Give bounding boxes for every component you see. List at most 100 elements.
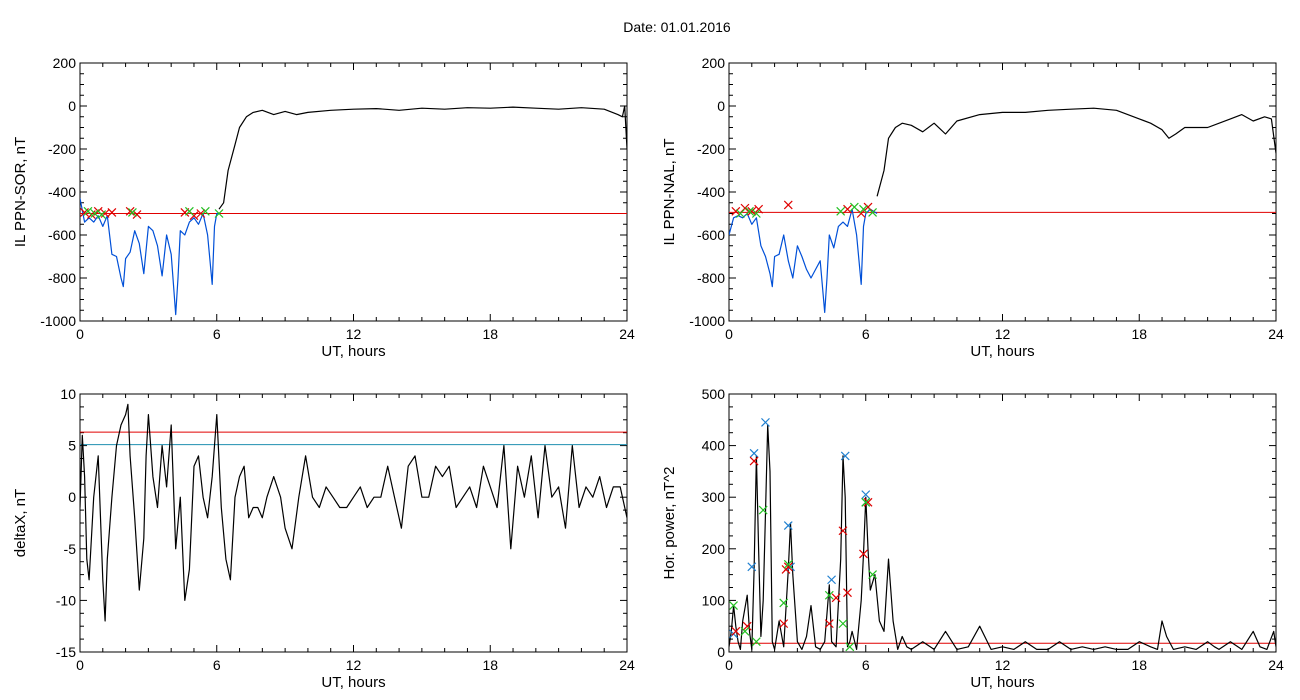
x-tick-label: 6	[862, 657, 870, 673]
marker-cross	[836, 206, 846, 216]
x-tick-label: 24	[1268, 326, 1284, 342]
marker-stroke	[747, 206, 757, 216]
marker-cross	[783, 559, 793, 569]
marker-cross	[749, 456, 759, 466]
marker-stroke	[132, 210, 142, 219]
x-tick-label: 6	[862, 326, 870, 342]
y-axis-label: IL PPN-SOR, nT	[12, 137, 29, 247]
marker-cross	[861, 497, 871, 507]
marker-cross	[83, 206, 93, 216]
marker-stroke	[184, 206, 194, 216]
x-axis-label: UT, hours	[321, 674, 385, 691]
panel-top-right: 0 6 12 18 24 -1000 -800 -600 -400 -200 0 200 UT, hou…	[661, 55, 1284, 360]
x-tick-label: 0	[76, 657, 84, 673]
marker-cross	[749, 448, 759, 458]
marker-cross	[840, 451, 850, 461]
x-axis-label: UT, hours	[970, 343, 1034, 360]
x-tick-label: 24	[1268, 657, 1284, 673]
y-tick-label: -15	[56, 644, 76, 660]
marker-stroke	[863, 497, 873, 507]
marker-cross	[125, 206, 135, 216]
y-tick-label: -800	[697, 270, 725, 286]
plot-frame	[79, 393, 628, 653]
y-tick-label: -1000	[40, 313, 76, 329]
marker-stroke	[758, 505, 768, 515]
y-tick-label: 200	[702, 55, 726, 71]
marker-cross	[843, 588, 852, 598]
x-tick-label: 18	[482, 326, 498, 342]
marker-cross	[824, 590, 834, 600]
marker-stroke	[200, 206, 210, 216]
marker-stroke	[824, 619, 834, 629]
panel-bottom-left: 0 6 12 18 24 -15 -10 -5 0 5 10 UT, hours deltaX, nT	[12, 386, 635, 691]
marker-cross	[868, 208, 878, 217]
marker-stroke	[214, 209, 224, 218]
marker-stroke	[838, 619, 848, 629]
y-tick-label: -400	[697, 184, 725, 200]
marker-stroke	[783, 521, 793, 531]
x-tick-label: 0	[76, 326, 84, 342]
marker-stroke	[863, 202, 873, 212]
series-line	[80, 198, 219, 316]
x-tick-label: 12	[995, 326, 1011, 342]
series-line	[876, 107, 1276, 197]
marker-cross	[745, 206, 754, 216]
marker-stroke	[859, 549, 868, 559]
marker-stroke	[97, 210, 107, 219]
marker-cross	[838, 526, 848, 536]
marker-stroke	[868, 570, 878, 580]
marker-cross	[214, 209, 224, 218]
marker-stroke	[83, 206, 93, 216]
panel-top-left: 0 6 12 18 24 -1000 -800 -600 -400 -200 0 200 UT, hou…	[12, 55, 635, 360]
marker-stroke	[831, 593, 841, 603]
y-tick-label: 0	[68, 489, 76, 505]
plot-frame	[728, 62, 1277, 322]
marker-stroke	[740, 626, 750, 636]
x-tick-label: 24	[619, 326, 635, 342]
marker-cross	[861, 490, 871, 500]
plot-data	[80, 105, 627, 316]
x-tick-label: 6	[213, 326, 221, 342]
marker-stroke	[742, 621, 752, 631]
y-tick-label: -200	[48, 141, 76, 157]
marker-stroke	[843, 204, 852, 214]
marker-stroke	[861, 490, 871, 500]
marker-stroke	[735, 209, 745, 218]
marker-cross	[758, 505, 768, 515]
marker-stroke	[861, 497, 871, 507]
y-tick-label: 0	[717, 644, 725, 660]
plot-data	[80, 403, 627, 622]
marker-stroke	[838, 526, 848, 536]
marker-stroke	[749, 456, 759, 466]
panel-bottom-right: 0 6 12 18 24 0 100 200 300 400 500 UT, hours Hor. po…	[661, 386, 1284, 691]
marker-cross	[863, 497, 873, 507]
marker-stroke	[783, 559, 793, 569]
plot-frame	[79, 62, 628, 322]
marker-stroke	[745, 206, 754, 216]
marker-stroke	[731, 626, 741, 636]
marker-cross	[742, 621, 752, 631]
marker-cross	[729, 601, 738, 610]
marker-cross	[184, 206, 194, 216]
marker-stroke	[749, 448, 759, 458]
marker-stroke	[761, 417, 770, 427]
x-tick-label: 12	[995, 657, 1011, 673]
marker-stroke	[189, 211, 199, 221]
marker-stroke	[107, 208, 117, 217]
marker-cross	[779, 619, 789, 629]
marker-cross	[127, 208, 137, 217]
y-axis-label: Hor. power, nT^2	[661, 467, 678, 580]
marker-cross	[779, 598, 789, 608]
marker-cross	[761, 417, 770, 427]
marker-stroke	[840, 451, 850, 461]
marker-cross	[751, 637, 761, 647]
y-tick-label: 5	[68, 438, 76, 454]
y-tick-label: 200	[702, 541, 726, 557]
marker-stroke	[783, 200, 793, 210]
marker-stroke	[779, 598, 789, 608]
marker-cross	[200, 206, 210, 216]
y-tick-label: -800	[48, 270, 76, 286]
marker-stroke	[731, 206, 741, 216]
marker-stroke	[196, 209, 206, 218]
